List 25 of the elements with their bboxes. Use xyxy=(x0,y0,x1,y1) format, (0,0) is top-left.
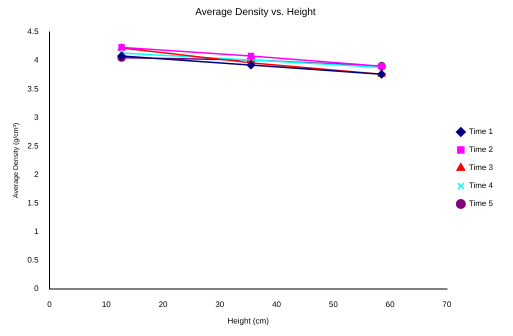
legend-label: Time 2 xyxy=(468,145,494,154)
legend-label: Time 5 xyxy=(468,199,494,208)
y-tick-label: 4 xyxy=(34,56,40,65)
x-tick-label: 0 xyxy=(47,300,52,309)
y-tick-label: 2.5 xyxy=(27,141,40,150)
legend-label: Time 1 xyxy=(468,127,494,136)
y-tick-label: 0.5 xyxy=(27,255,40,264)
y-tick-label: 2 xyxy=(34,170,40,179)
x-axis-title: Height (cm) xyxy=(228,316,270,326)
legend-label: Time 4 xyxy=(468,181,494,190)
x-tick-label: 60 xyxy=(386,300,396,309)
x-tick-label: 50 xyxy=(328,300,338,309)
y-tick-label: 0 xyxy=(34,284,40,294)
x-tick-label: 20 xyxy=(158,300,168,309)
y-tick-label: 3 xyxy=(34,112,40,122)
y-tick-label: 4.5 xyxy=(27,27,40,36)
legend-label: Time 3 xyxy=(468,163,494,172)
chart-title: Average Density vs. Height xyxy=(195,6,316,18)
x-tick-label: 30 xyxy=(215,300,225,309)
x-tick-label: 70 xyxy=(442,300,452,309)
x-tick-label: 10 xyxy=(102,300,112,309)
y-tick-label: 1.5 xyxy=(27,198,40,208)
y-tick-label: 3.5 xyxy=(27,84,40,94)
y-tick-label: 1 xyxy=(34,226,40,236)
x-tick-label: 40 xyxy=(272,300,282,309)
